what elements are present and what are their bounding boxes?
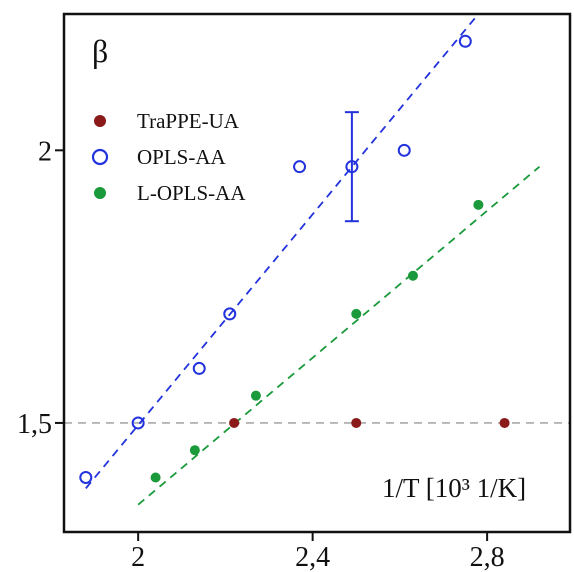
data-point: [351, 308, 362, 319]
error-bar: [344, 111, 359, 223]
x-tick-label: 2,4: [295, 542, 330, 572]
y-tick-label: 2: [38, 136, 52, 167]
x-tick-label: 2,8: [470, 542, 505, 572]
data-point: [351, 417, 362, 428]
data-point: [473, 199, 484, 210]
data-point: [223, 307, 237, 321]
data-point: [131, 416, 145, 430]
x-axis-title: 1/T [10³ 1/K]: [382, 473, 526, 503]
data-point: [192, 361, 206, 375]
legend-item: OPLS-AA: [91, 145, 227, 169]
y-axis-title: β: [92, 33, 108, 69]
legend-item: TraPPE-UA: [94, 109, 240, 133]
x-tick-label: 2: [131, 542, 145, 572]
data-point: [189, 445, 200, 456]
data-point: [499, 417, 510, 428]
data-point: [458, 34, 472, 48]
data-point: [229, 417, 240, 428]
data-point: [345, 160, 359, 174]
data-point: [79, 470, 93, 484]
data-point: [397, 143, 411, 157]
legend: TraPPE-UA OPLS-AA L-OPLS-AA: [91, 109, 246, 205]
plot-area: [64, 13, 570, 506]
data-point: [293, 160, 307, 174]
legend-label: L-OPLS-AA: [137, 181, 246, 205]
y-tick-label: 1,5: [17, 409, 52, 440]
data-point: [407, 270, 418, 281]
legend-label: TraPPE-UA: [137, 109, 240, 133]
plot-frame: [62, 12, 572, 534]
legend-label: OPLS-AA: [137, 145, 227, 169]
legend-item: L-OPLS-AA: [94, 181, 246, 205]
axis-ticks: 2 2,4 2,8 1,5 2: [17, 136, 505, 572]
legend-marker: [91, 148, 109, 166]
fit-line-2: [137, 165, 541, 506]
legend-marker: [94, 115, 106, 127]
legend-marker: [94, 187, 106, 199]
fit-line-1: [85, 13, 480, 489]
data-point: [250, 390, 261, 401]
data-point: [150, 472, 161, 483]
